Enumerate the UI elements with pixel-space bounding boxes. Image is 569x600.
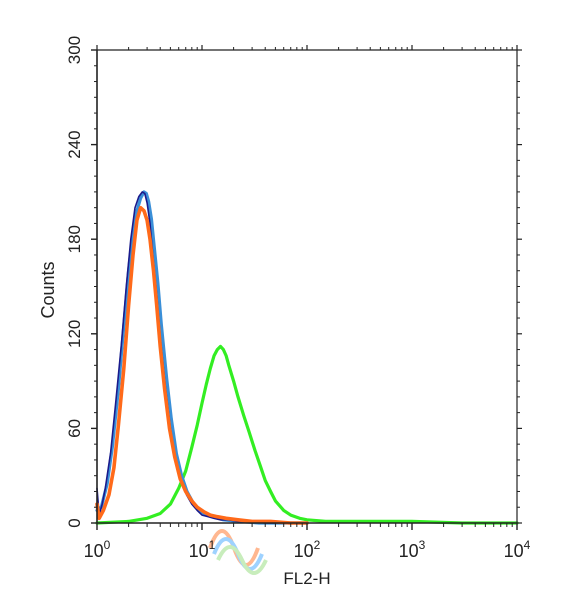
y-axis-label: Counts [38,261,58,318]
series-line-green [95,344,519,525]
x-axis-label: FL2-H [283,569,330,588]
x-tick-exponent: 1 [209,538,216,552]
x-tick-label: 103 [399,538,426,561]
x-tick-base: 10 [294,541,314,561]
x-tick-base: 10 [504,541,524,561]
y-tick-label: 120 [65,320,84,348]
x-tick-base: 10 [189,541,209,561]
series-line-light-blue [95,190,309,525]
x-tick-exponent: 2 [314,538,321,552]
y-tick-label: 60 [65,419,84,438]
x-tick-label: 104 [504,538,531,561]
x-tick-label: 102 [294,538,321,561]
x-tick-label: 100 [84,538,111,561]
y-tick-label: 0 [65,518,84,527]
x-tick-base: 10 [399,541,419,561]
plot-area [95,190,519,525]
x-tick-exponent: 3 [419,538,426,552]
x-tick-exponent: 0 [104,538,111,552]
series-line-orange [95,205,309,525]
y-tick-label: 240 [65,130,84,158]
watermark-logo [208,529,268,575]
x-tick-exponent: 4 [524,538,531,552]
y-tick-label: 180 [65,225,84,253]
x-tick-base: 10 [84,541,104,561]
y-tick-label: 300 [65,36,84,64]
x-tick-label: 101 [189,538,216,561]
series-line-dark-blue [96,191,308,524]
